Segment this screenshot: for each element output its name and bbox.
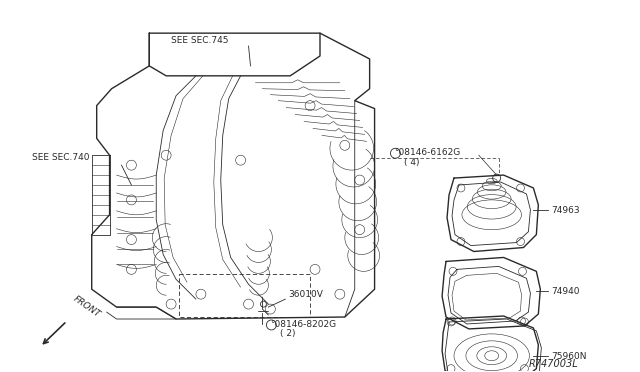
Text: °08146-6162G: °08146-6162G bbox=[394, 148, 461, 157]
Text: 75960N: 75960N bbox=[551, 352, 587, 361]
Text: 74940: 74940 bbox=[551, 287, 580, 296]
Text: SEE SEC.740: SEE SEC.740 bbox=[32, 153, 90, 162]
Text: ( 2): ( 2) bbox=[280, 329, 296, 338]
Text: ( 4): ( 4) bbox=[404, 158, 420, 167]
Text: 36010V: 36010V bbox=[288, 290, 323, 299]
Text: 74963: 74963 bbox=[551, 206, 580, 215]
Text: R747003L: R747003L bbox=[529, 359, 578, 369]
Text: FRONT: FRONT bbox=[72, 294, 102, 319]
Text: °08146-8202G: °08146-8202G bbox=[270, 320, 337, 329]
Text: SEE SEC.745: SEE SEC.745 bbox=[171, 36, 228, 45]
